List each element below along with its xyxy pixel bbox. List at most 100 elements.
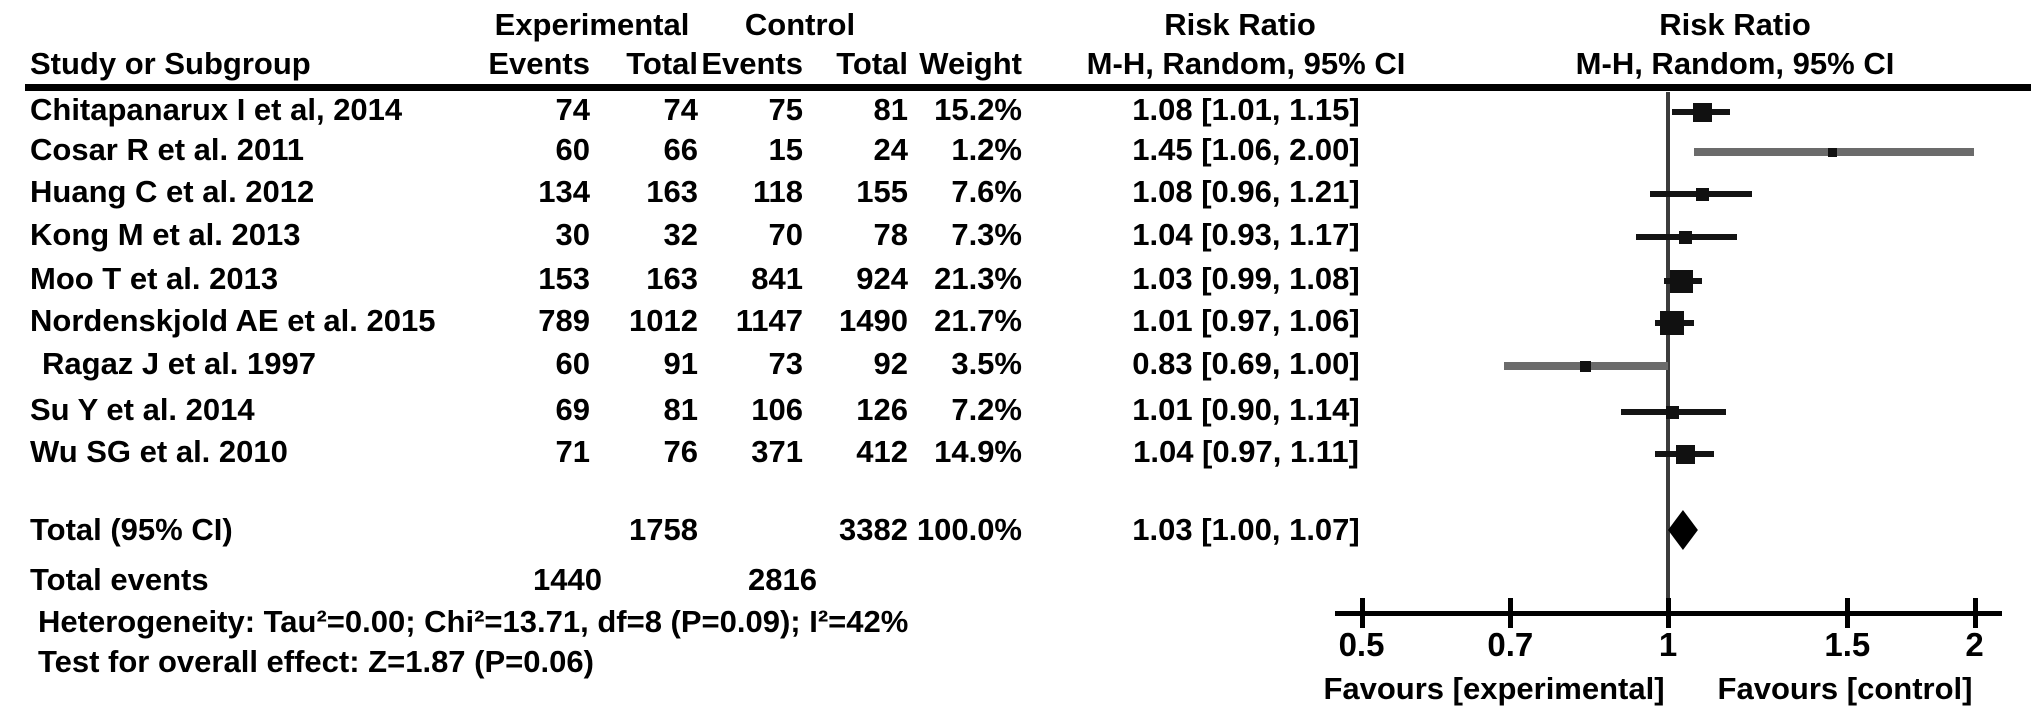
study-name: Cosar R et al. 2011 (30, 132, 304, 167)
events-exp-cell: 789 (538, 303, 590, 338)
weight-cell: 7.6% (951, 174, 1022, 209)
point-estimate-marker (1692, 102, 1712, 122)
ci-text-cell: 1.01 [0.97, 1.06] (1132, 303, 1360, 338)
events-exp-cell: 74 (555, 92, 590, 127)
header-risk-ratio-left: Risk Ratio (1164, 7, 1316, 42)
total-ctl-cell: 24 (873, 132, 908, 167)
point-estimate-marker (1660, 311, 1685, 335)
weight-cell: 7.3% (951, 217, 1022, 252)
events-ctl-cell: 106 (751, 392, 803, 427)
study-name: Wu SG et al. 2010 (30, 434, 288, 469)
weight-cell: 14.9% (934, 434, 1022, 469)
x-axis-tick (1359, 598, 1365, 628)
point-estimate-marker (1580, 360, 1592, 372)
x-axis-tick-label: 0.7 (1487, 626, 1534, 663)
col-header-total-exp: Total (626, 46, 698, 81)
total-ctl-cell: 126 (856, 392, 908, 427)
events-exp-cell: 30 (555, 217, 590, 252)
total-exp-cell: 81 (663, 392, 698, 427)
point-estimate-marker (1827, 147, 1837, 157)
events-ctl-cell: 1147 (735, 303, 803, 338)
ci-text-cell: 1.03 [0.99, 1.08] (1132, 261, 1360, 296)
total-events-label: Total events (30, 562, 209, 597)
ci-text-cell: 1.45 [1.06, 2.00] (1132, 132, 1360, 167)
col-header-events-ctl: Events (701, 46, 803, 81)
total-exp-cell: 163 (646, 174, 698, 209)
total-ctl-cell: 924 (856, 261, 908, 296)
weight-cell: 21.3% (934, 261, 1022, 296)
col-header-study: Study or Subgroup (30, 46, 311, 81)
ci-text-cell: 1.01 [0.90, 1.14] (1132, 392, 1360, 427)
axis-center-line (1666, 92, 1670, 615)
favours-experimental-label: Favours [experimental] (1323, 671, 1665, 706)
study-name: Chitapanarux I et al, 2014 (30, 92, 403, 127)
weight-cell: 1.2% (951, 132, 1022, 167)
col-header-total-ctl: Total (836, 46, 908, 81)
ci-text-cell: 1.04 [0.93, 1.17] (1132, 217, 1360, 252)
total-exp-cell: 163 (646, 261, 698, 296)
total-exp-cell: 32 (663, 217, 698, 252)
study-name: Su Y et al. 2014 (30, 392, 255, 427)
ci-text-cell: 1.08 [1.01, 1.15] (1132, 92, 1360, 127)
total-events-ctl: 2816 (748, 562, 817, 597)
events-exp-cell: 60 (555, 132, 590, 167)
events-exp-cell: 60 (555, 346, 590, 381)
study-name: Ragaz J et al. 1997 (42, 346, 316, 381)
total-ctl-cell: 78 (873, 217, 908, 252)
total-ctl-cell: 1490 (839, 303, 908, 338)
study-name: Huang C et al. 2012 (30, 174, 315, 209)
favours-control-label: Favours [control] (1717, 671, 1973, 706)
ci-text-cell: 1.08 [0.96, 1.21] (1132, 174, 1360, 209)
events-ctl-cell: 371 (751, 434, 803, 469)
x-axis-tick (1972, 598, 1978, 628)
ci-text-cell: 0.83 [0.69, 1.00] (1132, 346, 1360, 381)
col-header-mh-right: M-H, Random, 95% CI (1575, 46, 1895, 81)
point-estimate-marker (1669, 269, 1693, 293)
total-row-label: Total (95% CI) (30, 512, 233, 547)
col-header-mh-left: M-H, Random, 95% CI (1086, 46, 1406, 81)
x-axis-tick (1845, 598, 1851, 628)
x-axis-tick-label: 0.5 (1338, 626, 1385, 663)
total-ci-label: 1.03 [1.00, 1.07] (1132, 512, 1360, 547)
total-weight: 100.0% (916, 512, 1022, 547)
point-estimate-marker (1675, 444, 1695, 464)
total-diamond (1668, 510, 1698, 550)
ci-text-cell: 1.04 [0.97, 1.11] (1133, 434, 1359, 469)
events-ctl-cell: 15 (768, 132, 803, 167)
events-ctl-cell: 118 (752, 174, 803, 209)
header-risk-ratio-right: Risk Ratio (1659, 7, 1811, 42)
x-axis-tick (1508, 598, 1514, 628)
weight-cell: 7.2% (951, 392, 1022, 427)
events-ctl-cell: 73 (768, 346, 803, 381)
events-exp-cell: 69 (555, 392, 590, 427)
x-axis-tick-label: 2 (1965, 626, 1984, 663)
overall-effect-text: Test for overall effect: Z=1.87 (P=0.06) (38, 644, 594, 679)
header-rule (25, 84, 2031, 91)
point-estimate-marker (1665, 405, 1679, 419)
total-ctl-cell: 81 (873, 92, 908, 127)
total-exp-cell: 1012 (629, 303, 698, 338)
events-exp-cell: 153 (538, 261, 590, 296)
x-axis-tick-label: 1 (1658, 626, 1678, 663)
total-exp-cell: 76 (663, 434, 698, 469)
col-header-weight: Weight (919, 46, 1022, 81)
total-ctl-cell: 92 (873, 346, 908, 381)
group-header-control: Control (744, 7, 856, 42)
study-name: Nordenskjold AE et al. 2015 (30, 303, 436, 338)
total-ctl-cell: 412 (856, 434, 908, 469)
point-estimate-marker (1695, 187, 1709, 201)
study-name: Kong M et al. 2013 (30, 217, 301, 252)
total-ctl-cell: 155 (856, 174, 908, 209)
total-exp-cell: 74 (663, 92, 698, 127)
events-ctl-cell: 70 (768, 217, 803, 252)
study-name: Moo T et al. 2013 (30, 261, 279, 296)
weight-cell: 21.7% (934, 303, 1022, 338)
total-exp-cell: 91 (663, 346, 698, 381)
weight-cell: 3.5% (951, 346, 1022, 381)
events-exp-cell: 71 (555, 434, 590, 469)
total-exp-value: 1758 (629, 512, 698, 547)
x-axis-tick-label: 1.5 (1824, 626, 1871, 663)
point-estimate-marker (1678, 230, 1692, 244)
group-header-experimental: Experimental (494, 7, 690, 42)
